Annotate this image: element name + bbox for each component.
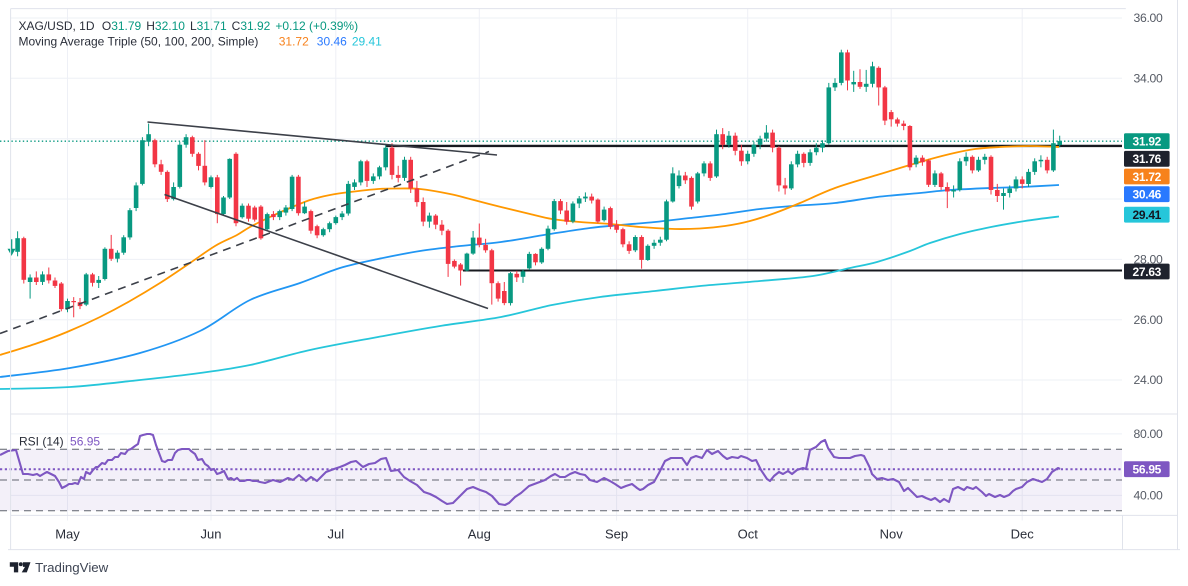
svg-text:30.46: 30.46 (1133, 188, 1162, 202)
svg-text:56.95: 56.95 (1133, 463, 1162, 477)
svg-text:26.00: 26.00 (1134, 313, 1164, 327)
svg-text:28.00: 28.00 (1134, 253, 1164, 267)
svg-text:Oct: Oct (738, 527, 759, 542)
svg-text:Jul: Jul (327, 527, 344, 542)
svg-text:May: May (55, 527, 80, 542)
svg-text:24.00: 24.00 (1134, 373, 1164, 387)
svg-text:80.00: 80.00 (1134, 427, 1164, 441)
svg-text:Nov: Nov (880, 527, 904, 542)
svg-text:Aug: Aug (468, 527, 491, 542)
svg-text:31.76: 31.76 (1133, 152, 1162, 166)
svg-text:40.00: 40.00 (1134, 489, 1164, 503)
svg-text:29.41: 29.41 (1133, 208, 1162, 222)
svg-text:34.00: 34.00 (1134, 72, 1164, 86)
svg-text:TradingView: TradingView (35, 560, 109, 575)
svg-text:27.63: 27.63 (1133, 265, 1162, 279)
svg-text:RSI (14) 56.95: RSI (14) 56.95 (19, 435, 100, 449)
svg-text:36.00: 36.00 (1134, 11, 1164, 25)
svg-text:Moving Average Triple (50, 100: Moving Average Triple (50, 100, 200, Sim… (19, 35, 383, 49)
svg-text:31.72: 31.72 (1133, 170, 1162, 184)
svg-text:Jun: Jun (201, 527, 222, 542)
svg-text:31.92: 31.92 (1133, 134, 1162, 148)
svg-text:Sep: Sep (605, 527, 628, 542)
svg-text:Dec: Dec (1011, 527, 1035, 542)
